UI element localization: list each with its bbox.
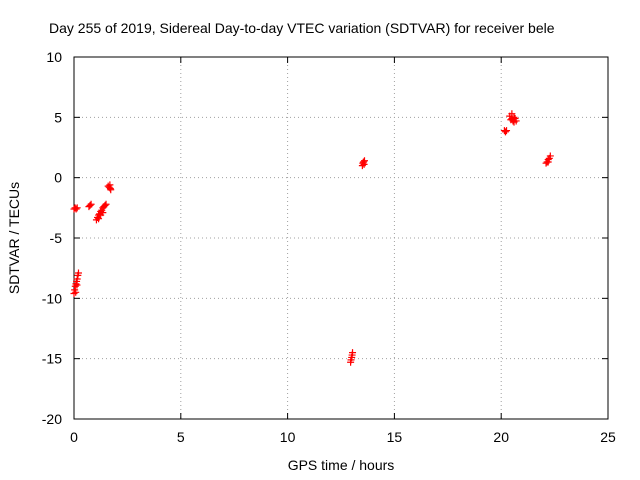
x-tick-label: 10	[280, 429, 296, 445]
data-point	[544, 158, 552, 166]
data-point	[508, 115, 516, 123]
grid-lines	[74, 57, 608, 419]
x-tick-label: 0	[70, 429, 78, 445]
y-tick-label: -10	[42, 290, 62, 306]
data-point	[546, 152, 554, 160]
data-point	[70, 290, 78, 298]
data-point	[72, 288, 80, 296]
data-point	[74, 269, 82, 277]
y-axis-label: SDTVAR / TECUs	[6, 182, 22, 294]
x-axis-label: GPS time / hours	[288, 457, 395, 473]
data-point	[106, 181, 114, 189]
data-point	[73, 204, 81, 212]
y-tick-label: 5	[54, 109, 62, 125]
y-tick-label: -15	[42, 351, 62, 367]
data-point	[95, 215, 103, 223]
data-point	[360, 157, 368, 165]
x-tick-label: 5	[177, 429, 185, 445]
y-tick-label: -20	[42, 411, 62, 427]
data-point	[101, 201, 109, 209]
data-point	[102, 200, 110, 208]
y-tick-label: 0	[54, 170, 62, 186]
data-point	[87, 200, 95, 208]
data-point	[86, 201, 94, 209]
data-points	[70, 110, 554, 366]
data-point	[503, 127, 511, 135]
data-point	[72, 205, 80, 213]
x-tick-labels: 0 5 10 15 20 25	[70, 429, 616, 445]
data-point	[99, 209, 107, 217]
x-tick-label: 15	[387, 429, 403, 445]
y-tick-label: -5	[50, 230, 63, 246]
data-point	[501, 128, 509, 136]
data-point	[73, 275, 81, 283]
chart-title: Day 255 of 2019, Sidereal Day-to-day VTE…	[49, 20, 555, 36]
data-point	[349, 349, 357, 357]
axis-ticks	[73, 56, 609, 420]
x-tick-label: 20	[493, 429, 509, 445]
data-point	[107, 186, 115, 194]
data-point	[510, 118, 518, 126]
x-tick-label: 25	[600, 429, 616, 445]
y-tick-label: 10	[46, 49, 62, 65]
y-tick-labels: -20 -15 -10 -5 0 5 10	[42, 49, 62, 427]
data-point	[73, 281, 81, 289]
